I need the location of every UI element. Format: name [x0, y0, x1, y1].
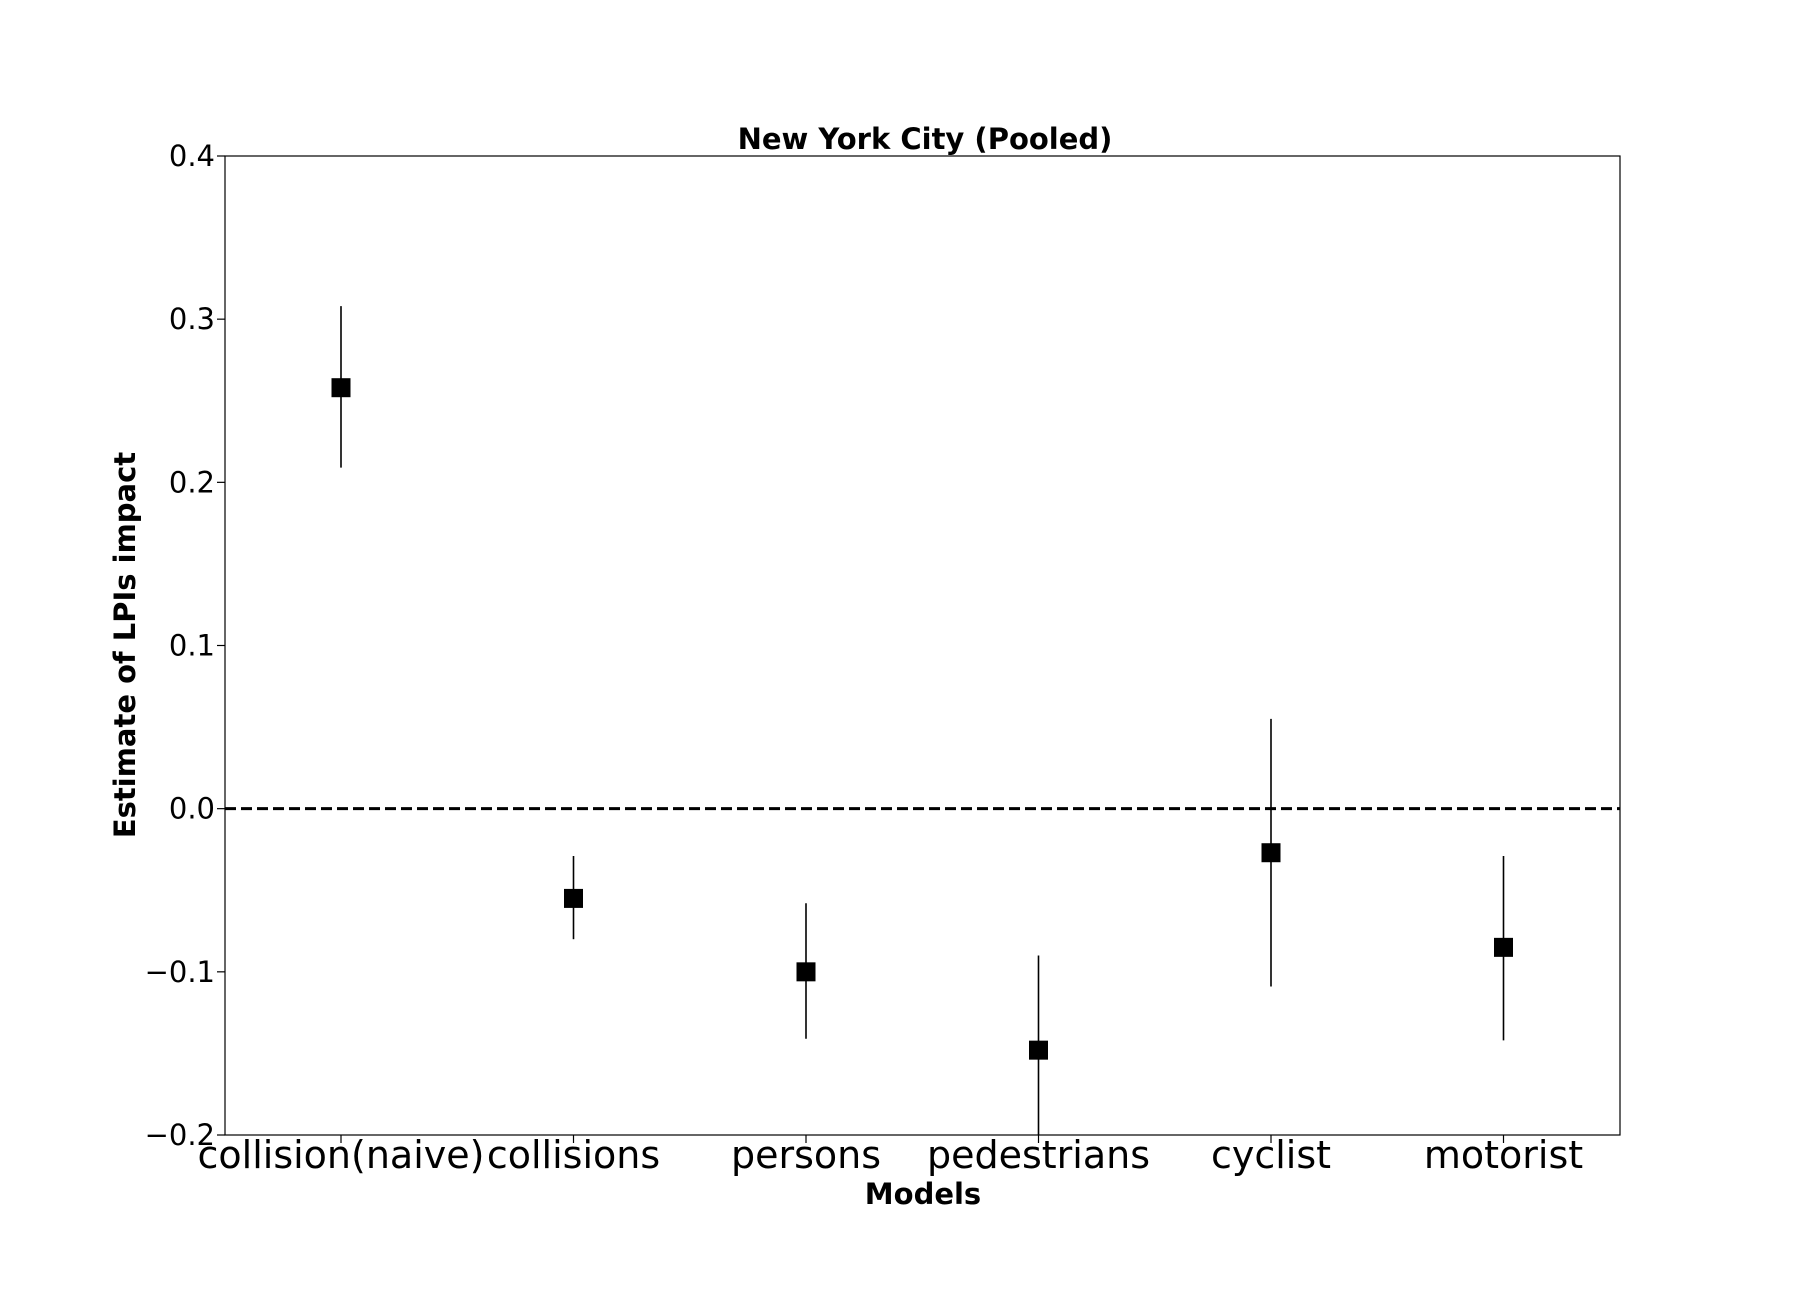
data-point-persons [796, 903, 816, 1039]
x-axis: collision(naive) collisions persons pedestr… [198, 1133, 1584, 1177]
plot-area [224, 155, 1621, 1136]
y-axis: 0.4 0.3 0.2 0.1 0.0 −0.1 −0.2 [145, 139, 225, 1152]
x-tick-label: collisions [487, 1133, 660, 1177]
data-point-collisions [564, 855, 583, 940]
x-tick-label: cyclist [1211, 1133, 1331, 1177]
x-tick-label: pedestrians [927, 1133, 1150, 1177]
data-point-cyclist [1261, 718, 1281, 987]
y-tick-label: 0.0 [169, 792, 215, 826]
square-marker [1261, 843, 1281, 863]
square-marker [1494, 937, 1513, 957]
x-axis-label: Models [865, 1177, 981, 1211]
y-tick-label: −0.2 [145, 1118, 215, 1152]
y-tick-label: 0.3 [169, 302, 215, 336]
y-tick-label: 0.4 [169, 139, 215, 173]
chart-title: New York City (Pooled) [738, 122, 1113, 156]
data-point-pedestrians [1029, 955, 1048, 1135]
square-marker [1029, 1040, 1048, 1060]
data-points [331, 306, 1513, 1135]
x-tick-label: collision(naive) [198, 1133, 485, 1177]
y-tick-label: 0.1 [169, 629, 215, 663]
data-point-motorist [1494, 855, 1513, 1041]
y-tick-label: 0.2 [169, 465, 215, 499]
square-marker [331, 378, 351, 398]
x-tick-label: persons [731, 1133, 881, 1177]
square-marker [796, 962, 816, 982]
y-axis-label: Estimate of LPIs impact [108, 452, 142, 838]
y-tick-label: −0.1 [145, 955, 215, 989]
square-marker [564, 888, 583, 908]
data-point-collision-naive [331, 306, 351, 468]
x-tick-label: motorist [1424, 1133, 1583, 1177]
